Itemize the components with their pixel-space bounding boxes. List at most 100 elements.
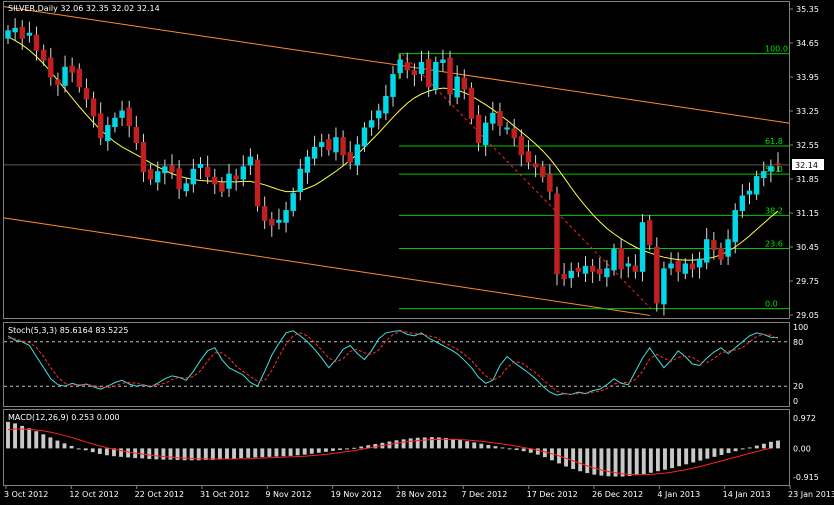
candle-body[interactable] [126, 107, 132, 127]
candle-body[interactable] [33, 34, 40, 51]
candle-body[interactable] [661, 268, 667, 305]
candle-body[interactable] [768, 166, 774, 172]
candle-body[interactable] [83, 88, 90, 100]
candle-body[interactable] [703, 239, 710, 263]
candle-body[interactable] [711, 240, 717, 250]
candle-body[interactable] [739, 195, 746, 212]
candle-body[interactable] [162, 166, 168, 174]
candle-body[interactable] [269, 218, 275, 226]
candle-body[interactable] [283, 210, 289, 223]
candle-body[interactable] [461, 77, 468, 90]
candle-body[interactable] [654, 246, 660, 304]
candle-body[interactable] [368, 120, 375, 128]
candle-body[interactable] [197, 163, 204, 168]
candle-body[interactable] [140, 142, 147, 173]
candle-body[interactable] [425, 59, 432, 88]
candle-body[interactable] [155, 171, 161, 183]
candle-body[interactable] [304, 156, 311, 173]
candle-body[interactable] [240, 166, 246, 180]
candle-body[interactable] [611, 248, 617, 271]
candle-body[interactable] [775, 163, 781, 166]
candle-body[interactable] [639, 222, 646, 272]
candle-body[interactable] [732, 210, 738, 243]
candle-body[interactable] [746, 190, 753, 195]
candle-body[interactable] [5, 30, 11, 39]
candle-body[interactable] [561, 274, 567, 280]
candle-body[interactable] [169, 165, 175, 173]
candle-body[interactable] [261, 206, 268, 221]
candle-body[interactable] [105, 125, 111, 142]
candle-body[interactable] [632, 265, 639, 272]
candle-body[interactable] [625, 263, 631, 267]
candle-body[interactable] [226, 173, 232, 189]
candle-body[interactable] [48, 57, 54, 78]
candle-body[interactable] [311, 146, 318, 159]
candle-body[interactable] [454, 76, 460, 98]
candle-body[interactable] [247, 156, 254, 166]
candle-body[interactable] [383, 95, 389, 114]
candle-body[interactable] [433, 61, 439, 90]
candle-body[interactable] [190, 168, 197, 185]
candle-body[interactable] [532, 163, 539, 168]
candle-body[interactable] [76, 68, 83, 88]
candle-body[interactable] [718, 247, 724, 260]
candle-body[interactable] [490, 112, 496, 124]
candle-body[interactable] [696, 258, 703, 268]
candle-body[interactable] [19, 26, 25, 39]
candle-body[interactable] [682, 263, 689, 274]
candle-body[interactable] [90, 98, 97, 117]
candle-body[interactable] [525, 151, 532, 163]
candle-body[interactable] [753, 176, 760, 195]
candle-body[interactable] [447, 57, 453, 95]
candle-body[interactable] [547, 174, 553, 192]
candle-body[interactable] [504, 127, 510, 130]
candle-body[interactable] [589, 265, 596, 272]
candle-body[interactable] [176, 168, 182, 190]
candle-body[interactable] [554, 193, 560, 275]
candle-body[interactable] [347, 152, 353, 163]
candle-body[interactable] [618, 247, 624, 270]
candle-body[interactable] [540, 166, 546, 178]
candle-body[interactable] [582, 265, 589, 274]
candle-body[interactable] [568, 270, 574, 279]
candle-body[interactable] [725, 239, 731, 257]
candle-body[interactable] [597, 268, 603, 275]
candle-body[interactable] [475, 114, 482, 144]
candle-body[interactable] [12, 27, 18, 33]
candle-body[interactable] [340, 137, 346, 156]
candle-body[interactable] [390, 74, 396, 97]
candle-body[interactable] [354, 144, 361, 166]
candle-body[interactable] [761, 171, 767, 179]
candle-body[interactable] [333, 137, 339, 153]
candle-body[interactable] [361, 127, 368, 147]
candle-body[interactable] [376, 110, 382, 119]
candle-body[interactable] [204, 166, 211, 178]
candle-body[interactable] [318, 142, 325, 147]
macd-pane[interactable] [3, 409, 790, 486]
candle-body[interactable] [646, 220, 653, 246]
candle-body[interactable] [468, 87, 475, 119]
candle-body[interactable] [668, 263, 674, 269]
candle-body[interactable] [26, 32, 33, 36]
candle-body[interactable] [482, 122, 489, 146]
candle-body[interactable] [40, 49, 47, 61]
candle-body[interactable] [112, 117, 118, 128]
candle-body[interactable] [254, 159, 261, 207]
candle-body[interactable] [689, 263, 696, 270]
candle-body[interactable] [497, 110, 503, 127]
candle-body[interactable] [397, 59, 403, 74]
candle-body[interactable] [97, 113, 104, 139]
candle-body[interactable] [55, 79, 61, 85]
stoch-pane[interactable] [3, 322, 790, 407]
candle-body[interactable] [212, 177, 218, 185]
candle-body[interactable] [219, 182, 225, 192]
candle-body[interactable] [675, 260, 681, 272]
candle-body[interactable] [326, 139, 332, 151]
candle-body[interactable] [511, 128, 517, 139]
candle-body[interactable] [418, 61, 425, 75]
candle-body[interactable] [604, 268, 610, 278]
candle-body[interactable] [575, 267, 582, 272]
candle-body[interactable] [233, 175, 239, 180]
candle-body[interactable] [518, 136, 525, 156]
